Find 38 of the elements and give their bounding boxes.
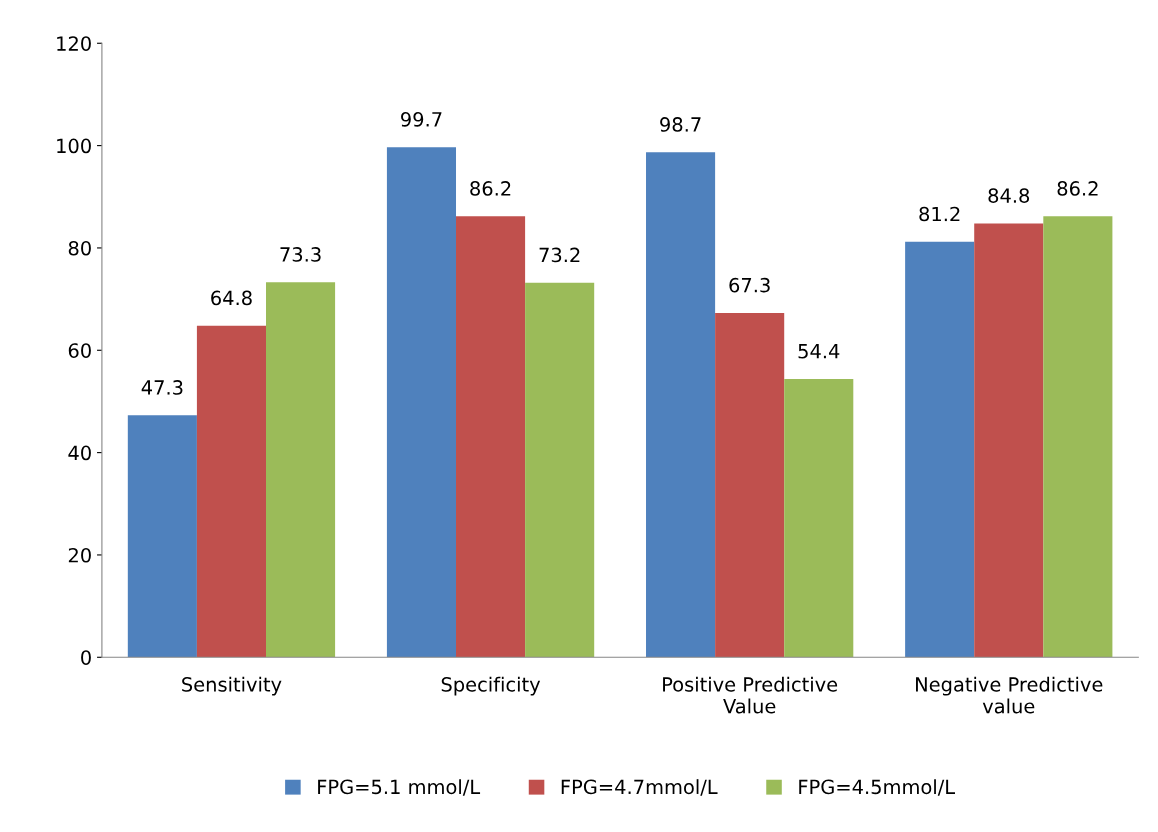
data-label: 81.2 [919, 206, 960, 222]
data-label: 86.2 [470, 181, 511, 196]
data-label: 47.3 [141, 380, 183, 395]
legend-label: FPG=5.1 mmol/L [318, 779, 481, 796]
bar [905, 241, 975, 658]
bar [266, 282, 336, 658]
bar [525, 282, 595, 658]
y-tick-label: 0 [81, 650, 91, 665]
y-tick-label: 40 [68, 445, 91, 461]
y-tick-label: 80 [68, 240, 91, 256]
x-tick-label: Sensitivity [182, 676, 282, 696]
bar [974, 223, 1044, 658]
y-tick-label: 20 [68, 547, 91, 563]
bar [386, 147, 457, 658]
bar [196, 325, 266, 658]
x-tick-label: Negative Predictive value [916, 676, 1103, 714]
bar [715, 312, 785, 658]
data-label: 98.7 [660, 117, 701, 132]
data-label: 84.8 [988, 188, 1030, 203]
bar [1043, 216, 1113, 658]
legend-label: FPG=4.5mmol/L [799, 779, 956, 796]
x-tick-label: Positive Predictive Value [663, 676, 838, 714]
y-tick-label: 100 [57, 138, 91, 154]
data-label: 73.2 [539, 247, 580, 263]
y-tick-label: 120 [57, 36, 91, 51]
data-label: 99.7 [401, 111, 442, 127]
data-label: 86.2 [1057, 181, 1098, 196]
data-label: 67.3 [729, 277, 770, 293]
x-tick-label: Specificity [441, 676, 541, 696]
data-label: 73.3 [280, 247, 321, 262]
bar [646, 152, 716, 658]
data-label: 64.8 [211, 290, 252, 306]
y-tick-label: 60 [68, 343, 91, 358]
bar [456, 216, 526, 658]
legend-label: FPG=4.7mmol/L [561, 779, 718, 796]
data-label: 54.4 [798, 344, 840, 359]
bar [127, 415, 197, 658]
bar [784, 378, 854, 658]
